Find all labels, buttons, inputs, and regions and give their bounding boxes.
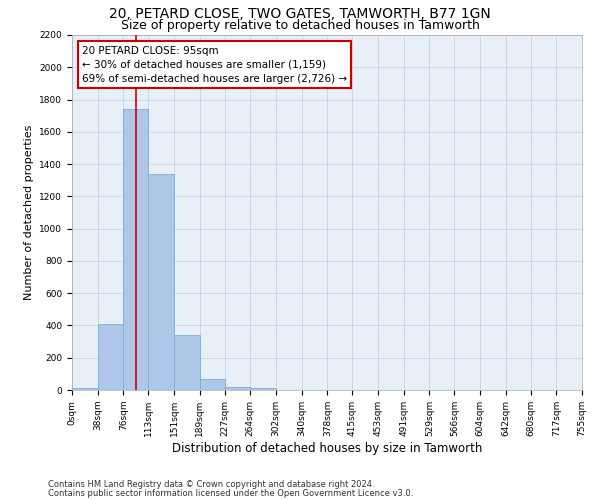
Text: 20, PETARD CLOSE, TWO GATES, TAMWORTH, B77 1GN: 20, PETARD CLOSE, TWO GATES, TAMWORTH, B… <box>109 8 491 22</box>
Text: 20 PETARD CLOSE: 95sqm
← 30% of detached houses are smaller (1,159)
69% of semi-: 20 PETARD CLOSE: 95sqm ← 30% of detached… <box>82 46 347 84</box>
Text: Contains HM Land Registry data © Crown copyright and database right 2024.: Contains HM Land Registry data © Crown c… <box>48 480 374 489</box>
Bar <box>72 388 98 390</box>
Y-axis label: Number of detached properties: Number of detached properties <box>24 125 34 300</box>
Bar <box>124 109 148 390</box>
Text: Contains public sector information licensed under the Open Government Licence v3: Contains public sector information licen… <box>48 489 413 498</box>
Bar <box>200 378 226 390</box>
Bar <box>226 387 250 390</box>
Bar <box>98 324 124 390</box>
X-axis label: Distribution of detached houses by size in Tamworth: Distribution of detached houses by size … <box>172 442 482 454</box>
Bar <box>174 335 200 390</box>
Text: Size of property relative to detached houses in Tamworth: Size of property relative to detached ho… <box>121 19 479 32</box>
Bar <box>250 388 276 390</box>
Bar <box>148 174 174 390</box>
